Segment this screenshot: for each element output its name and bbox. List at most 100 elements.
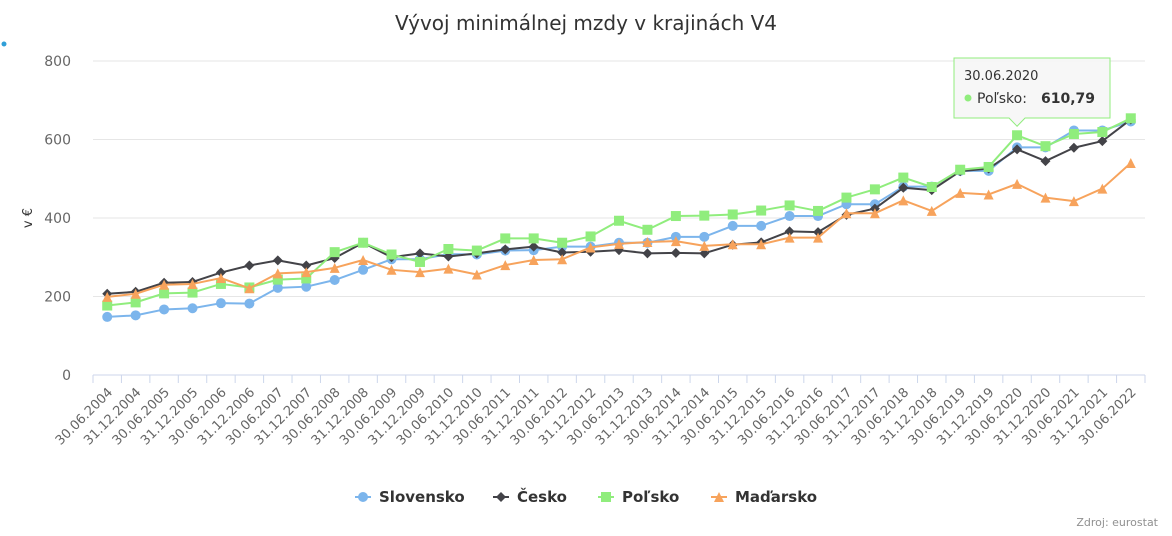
data-point-polsko[interactable] <box>414 256 425 267</box>
data-point-madarsko[interactable] <box>557 254 568 265</box>
data-point-cesko[interactable] <box>414 248 425 259</box>
data-point-cesko[interactable] <box>272 255 283 266</box>
data-point-polsko[interactable] <box>272 274 283 285</box>
legend-item-cesko[interactable]: Česko <box>493 487 567 506</box>
data-point-slovensko[interactable] <box>130 310 141 321</box>
data-point-madarsko[interactable] <box>756 239 767 250</box>
data-point-polsko[interactable] <box>159 288 170 299</box>
data-point-polsko[interactable] <box>1040 141 1051 152</box>
data-point-polsko[interactable] <box>500 233 511 244</box>
data-point-madarsko[interactable] <box>414 267 425 278</box>
data-point-cesko[interactable] <box>784 226 795 237</box>
data-point-cesko[interactable] <box>528 241 539 252</box>
data-point-madarsko[interactable] <box>1097 183 1108 194</box>
data-point-madarsko[interactable] <box>983 189 994 200</box>
data-point-cesko[interactable] <box>670 247 681 258</box>
data-point-madarsko[interactable] <box>528 254 539 265</box>
data-point-slovensko[interactable] <box>699 231 710 242</box>
data-point-polsko[interactable] <box>301 273 312 284</box>
data-point-madarsko[interactable] <box>187 278 198 289</box>
data-point-polsko[interactable] <box>983 161 994 172</box>
data-point-polsko[interactable] <box>130 297 141 308</box>
data-point-polsko[interactable] <box>670 211 681 222</box>
data-point-slovensko[interactable] <box>784 211 795 222</box>
legend-marker-polsko[interactable] <box>601 492 611 502</box>
data-point-madarsko[interactable] <box>500 260 511 271</box>
data-point-slovensko[interactable] <box>244 298 255 309</box>
data-point-polsko[interactable] <box>329 247 340 258</box>
data-point-slovensko[interactable] <box>329 275 340 286</box>
data-point-polsko[interactable] <box>955 164 966 175</box>
data-point-polsko[interactable] <box>614 215 624 226</box>
data-point-madarsko[interactable] <box>727 239 738 250</box>
data-point-slovensko[interactable] <box>187 303 198 314</box>
legend-marker-slovensko[interactable] <box>358 492 368 502</box>
data-point-polsko[interactable] <box>926 181 937 192</box>
data-point-madarsko[interactable] <box>471 269 482 280</box>
data-point-madarsko[interactable] <box>215 273 226 284</box>
data-point-polsko[interactable] <box>898 172 909 183</box>
data-point-polsko[interactable] <box>784 200 795 211</box>
data-point-cesko[interactable] <box>1040 156 1051 167</box>
data-point-madarsko[interactable] <box>926 205 937 216</box>
data-point-madarsko[interactable] <box>1125 158 1136 169</box>
data-point-polsko[interactable] <box>585 231 596 242</box>
data-point-madarsko[interactable] <box>585 242 596 253</box>
data-point-slovensko[interactable] <box>272 282 283 293</box>
data-point-polsko[interactable] <box>1068 129 1079 140</box>
data-point-cesko[interactable] <box>244 260 255 271</box>
data-point-cesko[interactable] <box>1012 144 1023 155</box>
data-point-madarsko[interactable] <box>272 268 283 279</box>
data-point-madarsko[interactable] <box>1012 178 1023 189</box>
data-point-slovensko[interactable] <box>756 220 767 231</box>
legend-marker-madarsko[interactable] <box>714 492 724 502</box>
data-point-polsko[interactable] <box>699 210 710 221</box>
data-point-cesko[interactable] <box>1068 142 1079 153</box>
data-point-slovensko[interactable] <box>727 220 738 231</box>
data-point-cesko[interactable] <box>557 247 568 258</box>
data-point-polsko[interactable] <box>756 205 767 216</box>
data-point-polsko[interactable] <box>386 249 397 260</box>
data-point-madarsko[interactable] <box>841 208 852 219</box>
data-point-cesko[interactable] <box>1097 136 1108 147</box>
data-point-polsko[interactable] <box>1012 130 1023 141</box>
data-point-polsko[interactable] <box>841 192 852 203</box>
data-point-madarsko[interactable] <box>130 288 141 299</box>
data-point-cesko[interactable] <box>642 248 653 259</box>
data-point-madarsko[interactable] <box>386 264 397 275</box>
data-point-slovensko[interactable] <box>102 311 113 322</box>
data-point-cesko[interactable] <box>898 182 909 193</box>
legend-item-slovensko[interactable]: Slovensko <box>355 488 465 506</box>
data-point-slovensko[interactable] <box>358 264 369 275</box>
data-point-madarsko[interactable] <box>1068 196 1079 207</box>
data-point-madarsko[interactable] <box>898 195 909 206</box>
data-point-madarsko[interactable] <box>614 238 624 249</box>
data-point-polsko[interactable] <box>471 245 482 256</box>
data-point-madarsko[interactable] <box>159 279 170 290</box>
data-point-polsko[interactable] <box>528 233 539 244</box>
data-point-madarsko[interactable] <box>301 267 312 278</box>
data-point-madarsko[interactable] <box>813 232 824 243</box>
legend-item-polsko[interactable]: Poľsko <box>598 488 679 506</box>
data-point-madarsko[interactable] <box>642 236 653 247</box>
data-point-polsko[interactable] <box>869 184 880 195</box>
data-point-polsko[interactable] <box>642 224 653 235</box>
data-point-polsko[interactable] <box>215 278 226 289</box>
data-point-madarsko[interactable] <box>699 240 710 251</box>
data-point-polsko[interactable] <box>1097 127 1108 138</box>
data-point-madarsko[interactable] <box>358 254 369 265</box>
data-point-polsko[interactable] <box>187 287 198 298</box>
data-point-madarsko[interactable] <box>329 262 340 273</box>
data-point-polsko[interactable] <box>358 237 369 248</box>
data-point-slovensko[interactable] <box>215 298 226 309</box>
data-point-polsko[interactable] <box>813 205 824 216</box>
data-point-madarsko[interactable] <box>955 187 966 198</box>
data-point-cesko[interactable] <box>215 267 226 278</box>
data-point-madarsko[interactable] <box>102 291 113 302</box>
data-point-cesko[interactable] <box>301 260 312 271</box>
legend-item-madarsko[interactable]: Maďarsko <box>711 488 817 506</box>
data-point-polsko[interactable] <box>102 300 113 311</box>
data-point-polsko[interactable] <box>557 237 568 248</box>
data-point-madarsko[interactable] <box>670 236 681 247</box>
data-point-polsko[interactable] <box>727 209 738 220</box>
